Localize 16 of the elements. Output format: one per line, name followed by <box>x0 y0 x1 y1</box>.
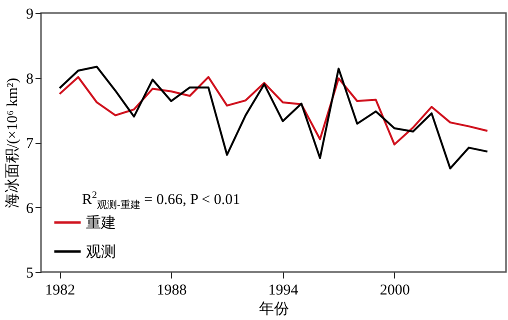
y-tick-label: 6 <box>26 200 34 217</box>
y-tick-label: 7 <box>26 136 34 152</box>
y-tick-label: 8 <box>26 71 34 88</box>
x-tick-label: 1982 <box>45 282 76 298</box>
x-tick-label: 1988 <box>156 282 187 298</box>
y-axis-title: 海冰面积/(×10⁶ km²) <box>4 78 21 208</box>
x-axis-title: 年份 <box>259 300 289 318</box>
line-series <box>58 66 488 170</box>
legend-label: 重建 <box>86 214 116 232</box>
x-tick-label: 1994 <box>268 282 299 298</box>
y-tick-label: 5 <box>26 266 34 282</box>
x-tick-label: 2000 <box>380 282 410 298</box>
legend-label: 观测 <box>86 244 116 260</box>
line-series <box>58 76 488 146</box>
y-tick-label: 9 <box>26 6 34 22</box>
annotation: R$^{2}$$_{观测-重建}$ = 0.66, P < 0.01 <box>82 190 240 212</box>
